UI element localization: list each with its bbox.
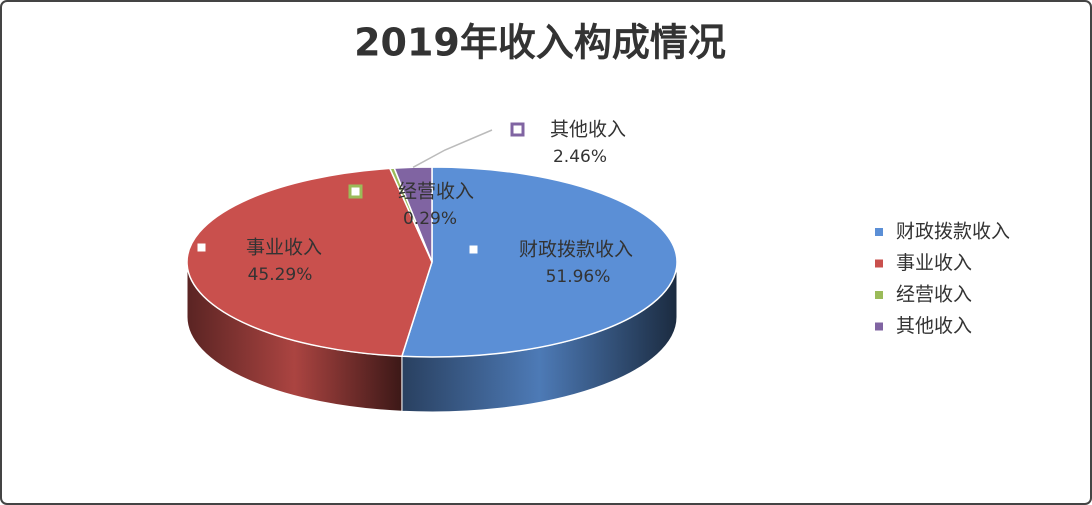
leader-line bbox=[412, 129, 493, 168]
legend-swatch bbox=[875, 291, 883, 299]
data-label-value: 51.96% bbox=[546, 267, 611, 287]
data-label-value: 2.46% bbox=[553, 147, 607, 167]
label-key bbox=[194, 240, 209, 255]
pie-slice bbox=[400, 166, 678, 358]
data-label-name: 事业收入 bbox=[246, 237, 322, 259]
data-label-name: 经营收入 bbox=[398, 181, 474, 203]
legend-label: 其他收入 bbox=[896, 315, 972, 337]
label-key bbox=[466, 242, 481, 257]
pie-slice bbox=[393, 166, 433, 263]
legend-label: 经营收入 bbox=[896, 284, 972, 306]
label-key bbox=[510, 122, 525, 137]
chart-title: 2019年收入构成情况 bbox=[354, 21, 726, 65]
data-label-name: 财政拨款收入 bbox=[519, 239, 633, 261]
legend-swatch bbox=[875, 322, 883, 331]
legend-label: 事业收入 bbox=[896, 252, 972, 274]
pie-slice bbox=[186, 167, 433, 358]
data-label-value: 0.29% bbox=[403, 209, 457, 229]
legend-swatch bbox=[875, 259, 883, 268]
legend-label: 财政拨款收入 bbox=[896, 221, 1010, 243]
label-key bbox=[348, 184, 363, 199]
data-label-name: 其他收入 bbox=[550, 119, 626, 141]
legend-swatch bbox=[875, 228, 883, 236]
data-label-value: 45.29% bbox=[248, 265, 313, 285]
